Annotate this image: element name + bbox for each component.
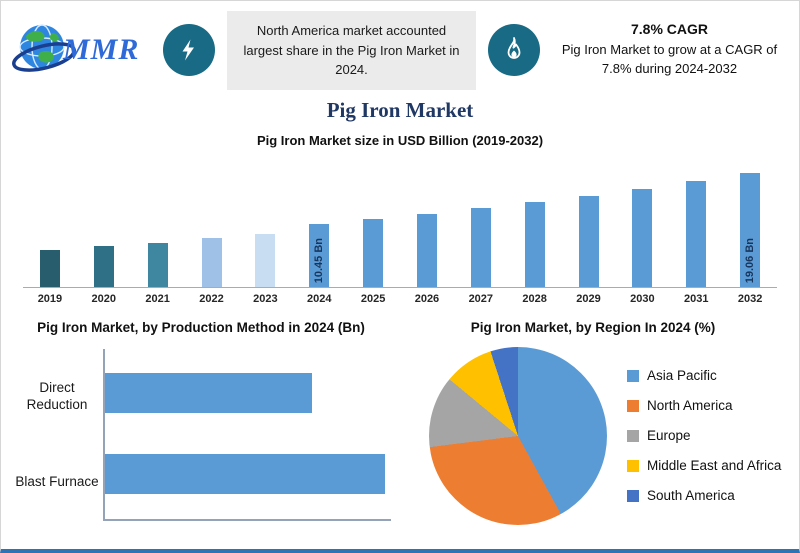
- bottom-section: Pig Iron Market, by Production Method in…: [1, 305, 799, 550]
- legend-item-asia-pacific: Asia Pacific: [627, 368, 781, 383]
- legend-label: Middle East and Africa: [647, 458, 782, 474]
- production-method-chart-title: Pig Iron Market, by Production Method in…: [37, 319, 365, 335]
- x-label-2025: 2025: [360, 292, 386, 305]
- bar-2022: [201, 237, 222, 287]
- bar-2029: [578, 195, 599, 287]
- page-title: Pig Iron Market: [326, 97, 474, 122]
- bar-2028: [524, 201, 545, 287]
- x-label-2024: 2024: [306, 292, 332, 305]
- x-label-2028: 2028: [522, 292, 547, 305]
- bar-slot-2026: [400, 160, 454, 287]
- region-chart-title: Pig Iron Market, by Region In 2024 (%): [470, 319, 716, 335]
- legend-label: North America: [647, 398, 733, 414]
- bar-2024: [309, 223, 330, 287]
- bar-2026: [416, 213, 437, 287]
- lightning-icon: [163, 24, 215, 77]
- x-label-2026: 2026: [414, 292, 440, 305]
- market-size-chart-title: Pig Iron Market size in USD Billion (201…: [256, 132, 544, 148]
- bar-2030: [632, 188, 653, 287]
- legend-label: Europe: [647, 428, 691, 444]
- pie-row: Asia Pacific North America Europe Middle Ea…: [401, 337, 785, 525]
- hbar-0: [105, 373, 313, 414]
- region-chart: Pig Iron Market, by Region In 2024 (%) A…: [401, 319, 785, 540]
- production-method-chart: Pig Iron Market, by Production Method in…: [11, 319, 391, 540]
- main-bars-row: 10.45 Bn 19.06 Bn: [23, 160, 777, 288]
- cagr-block: 7.8% CAGR Pig Iron Market to grow at a C…: [552, 21, 787, 79]
- bar-slot-2027: [454, 160, 508, 287]
- x-label-2032: 2032: [737, 292, 763, 305]
- bar-2032: [740, 172, 761, 287]
- legend-label: South America: [647, 488, 735, 504]
- cagr-title: 7.8% CAGR: [630, 21, 709, 38]
- bar-value-label-2032: 19.06 Bn: [744, 238, 757, 284]
- x-label-2023: 2023: [253, 292, 278, 305]
- x-label-2030: 2030: [630, 292, 655, 305]
- bar-slot-2031: [669, 160, 723, 287]
- bar-slot-2028: [508, 160, 562, 287]
- bar-slot-2022: [185, 160, 239, 287]
- hbar-label-0: Direct Reduction: [26, 379, 88, 413]
- legend-swatch: [627, 369, 639, 382]
- bar-slot-2032: 19.06 Bn: [723, 160, 777, 287]
- legend-label: Asia Pacific: [647, 368, 717, 384]
- pie-legend: Asia Pacific North America Europe Middle Ea…: [627, 368, 781, 503]
- bar-slot-2020: [77, 160, 131, 287]
- flame-icon: [488, 24, 541, 77]
- bar-slot-2025: [346, 160, 400, 287]
- bar-2021: [147, 242, 168, 287]
- logo-text: MMR: [63, 33, 140, 67]
- bar-slot-2024: 10.45 Bn: [292, 160, 346, 287]
- bar-value-label-2024: 10.45 Bn: [313, 238, 326, 284]
- bar-2027: [470, 207, 491, 287]
- x-label-2021: 2021: [145, 292, 170, 305]
- bar-2020: [93, 245, 114, 287]
- legend-swatch: [627, 429, 639, 442]
- bar-2019: [39, 249, 60, 287]
- hbar-1: [105, 454, 386, 495]
- globe-icon: [12, 24, 76, 73]
- bar-2023: [255, 233, 276, 287]
- bar-slot-2021: [131, 160, 185, 287]
- hbar-labels: Direct Reduction Blast Furnace: [11, 349, 103, 521]
- legend-swatch: [627, 459, 639, 472]
- x-label-2029: 2029: [576, 292, 601, 305]
- x-label-2031: 2031: [684, 292, 709, 305]
- hbar-label-1: Blast Furnace: [15, 474, 99, 490]
- hbar-chart: Direct Reduction Blast Furnace: [11, 348, 391, 521]
- x-label-2020: 2020: [91, 292, 117, 305]
- x-label-2022: 2022: [199, 292, 224, 305]
- pie: [429, 346, 607, 525]
- bar-2025: [363, 218, 384, 287]
- legend-swatch: [627, 399, 639, 412]
- legend-item-europe: Europe: [627, 428, 781, 443]
- market-size-chart: Pig Iron Market size in USD Billion (201…: [1, 133, 799, 305]
- legend-item-middle-east-and-africa: Middle East and Africa: [627, 458, 781, 473]
- flame-glyph: [507, 37, 521, 60]
- x-label-2019: 2019: [37, 292, 63, 305]
- mmr-logo: MMR: [11, 19, 151, 81]
- cagr-text: Pig Iron Market to grow at a CAGR of 7.8…: [561, 42, 778, 77]
- lightning-glyph: [182, 39, 194, 61]
- x-label-2027: 2027: [468, 292, 494, 305]
- callout-share-text: North America market accounted largest s…: [227, 11, 477, 90]
- legend-item-north-america: North America: [627, 398, 781, 413]
- bar-slot-2029: [562, 160, 616, 287]
- legend-item-south-america: South America: [627, 488, 781, 503]
- bar-slot-2023: [238, 160, 292, 287]
- main-xlabels-row: 2019 2020 2021 2022 2023 2024 2025 2026 2027 2028…: [23, 293, 777, 305]
- header: MMR North America market accounted large…: [1, 1, 799, 92]
- bar-slot-2030: [615, 160, 669, 287]
- hbar-plot: [103, 348, 391, 521]
- legend-swatch: [627, 489, 639, 502]
- bar-slot-2019: [23, 160, 77, 287]
- bar-2031: [686, 180, 707, 287]
